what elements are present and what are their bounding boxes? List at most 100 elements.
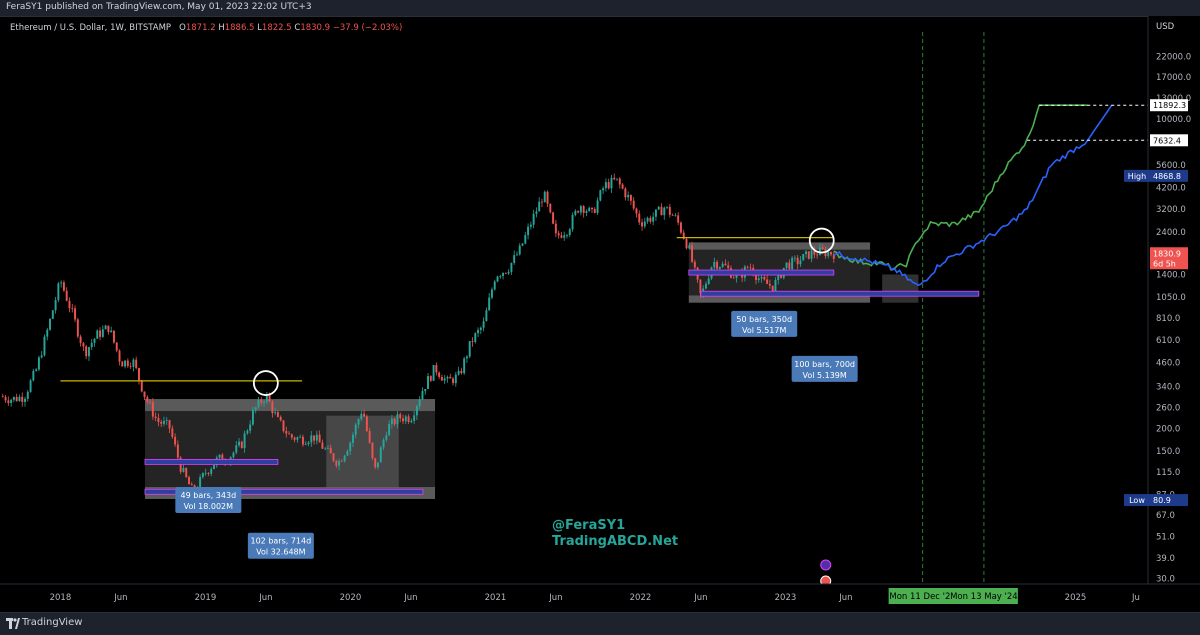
candle-body	[357, 419, 360, 425]
candle-body	[235, 445, 238, 453]
candle-body	[616, 178, 618, 180]
price-tick-label: 22000.0	[1156, 53, 1191, 63]
candle-body	[338, 460, 341, 466]
date-marker-badge[interactable]	[949, 588, 1018, 604]
candle-body	[274, 412, 277, 414]
candle-body	[324, 448, 327, 450]
candle-body	[32, 370, 35, 381]
candle-body	[26, 391, 29, 399]
price-marker-box[interactable]	[1150, 494, 1188, 507]
lightning-icon[interactable]	[820, 559, 832, 571]
price-tick-label: 13000.0	[1156, 94, 1191, 104]
candle-body	[10, 399, 13, 404]
time-axis-panel[interactable]	[0, 584, 1200, 612]
publish-bar: FeraSY1 published on TradingView.com, Ma…	[0, 0, 1200, 17]
annotation-line1: 102 bars, 714d	[251, 537, 312, 546]
price-tick-label: 200.0	[1156, 424, 1180, 434]
candle-body	[613, 177, 616, 180]
candle-body	[490, 289, 493, 298]
candle-body	[579, 206, 582, 213]
measure-range-bar[interactable]	[688, 269, 835, 276]
candle-body	[126, 360, 129, 367]
candle-body	[143, 391, 146, 398]
price-marker-value: 80.9	[1153, 496, 1171, 505]
candle-body	[163, 420, 165, 424]
candle-body	[718, 267, 721, 269]
candle-body	[510, 262, 513, 272]
time-tick-label: Jun	[693, 593, 707, 603]
candle-body	[335, 460, 338, 466]
candle-body	[218, 454, 221, 458]
candle-body	[282, 420, 285, 432]
measure-annotation[interactable]: 49 bars, 343d Vol 18.002M	[175, 486, 242, 513]
measure-annotation[interactable]: 100 bars, 700d Vol 5.139M	[791, 355, 858, 382]
candle-body	[460, 370, 463, 374]
time-tick-label: 2021	[485, 593, 507, 603]
annotation-bg	[791, 355, 858, 382]
candle-body	[251, 409, 254, 425]
candle-body	[168, 420, 171, 429]
highlight-circle[interactable]	[808, 227, 835, 254]
candle-body	[663, 207, 666, 216]
price-marker-box[interactable]	[1150, 169, 1188, 182]
candle-body	[46, 329, 49, 337]
price-axis-panel[interactable]	[1148, 16, 1200, 612]
tradingview-brand[interactable]: TradingView	[22, 617, 83, 628]
candle-body	[588, 207, 591, 212]
candle-body	[7, 400, 10, 404]
candle-body	[760, 276, 763, 279]
measure-annotation[interactable]: 102 bars, 714d Vol 32.648M	[247, 532, 314, 559]
candle-body	[51, 310, 54, 319]
highlight-circle[interactable]	[252, 370, 279, 396]
candle-body	[40, 355, 43, 358]
candle-body	[532, 213, 535, 225]
price-marker-box[interactable]	[1150, 99, 1188, 112]
candle-body	[543, 191, 546, 203]
candle-body	[240, 441, 243, 449]
candle-body	[774, 280, 777, 292]
measure-range-bar[interactable]	[700, 290, 980, 297]
measure-range-bar[interactable]	[144, 488, 424, 495]
candle-body	[513, 255, 516, 263]
high-label: H	[218, 23, 225, 33]
candle-body	[149, 401, 152, 403]
candle-body	[318, 434, 321, 443]
price-marker-box[interactable]	[1150, 134, 1188, 147]
candle-body	[43, 336, 46, 356]
tradingview-logo-icon[interactable]	[6, 618, 20, 629]
candle-body	[396, 414, 399, 425]
price-marker-box[interactable]	[1150, 247, 1188, 270]
candle-body	[1, 396, 4, 398]
time-tick-label: 2025	[1065, 593, 1087, 603]
candle-body	[554, 223, 557, 234]
measure-annotation[interactable]: 50 bars, 350d Vol 5.517M	[731, 310, 798, 337]
projection-green-path[interactable]	[833, 104, 1088, 271]
price-chart[interactable]: 49 bars, 343d Vol 18.002M 102 bars, 714d Vo…	[0, 16, 1200, 612]
candle-body	[254, 407, 257, 410]
watermark-line2: TradingABCD.Net	[552, 534, 679, 549]
range-box[interactable]	[326, 415, 399, 488]
candle-body	[29, 380, 32, 392]
candle-body	[471, 341, 474, 342]
price-tick-label: 460.0	[1156, 359, 1180, 369]
candle-body	[591, 207, 593, 210]
candle-body	[668, 206, 671, 215]
candle-body	[99, 330, 102, 337]
range-box[interactable]	[145, 399, 436, 499]
candle-body	[474, 333, 477, 342]
measure-range-bar[interactable]	[144, 459, 279, 465]
price-marker-tag	[1124, 169, 1150, 182]
date-marker-badge[interactable]	[888, 588, 957, 604]
footer-bar: TradingView	[0, 612, 1200, 635]
candle-body	[65, 290, 68, 301]
high-value: 1886.5	[224, 23, 255, 33]
range-bottom-band	[688, 295, 871, 303]
range-box[interactable]	[882, 274, 919, 303]
candle-body	[654, 209, 657, 217]
candle-body	[818, 247, 821, 256]
candle-body	[816, 254, 819, 256]
candle-body	[379, 447, 382, 463]
candle-body	[290, 434, 293, 438]
annotation-bg	[731, 310, 798, 337]
projection-blue-path[interactable]	[833, 104, 1113, 287]
